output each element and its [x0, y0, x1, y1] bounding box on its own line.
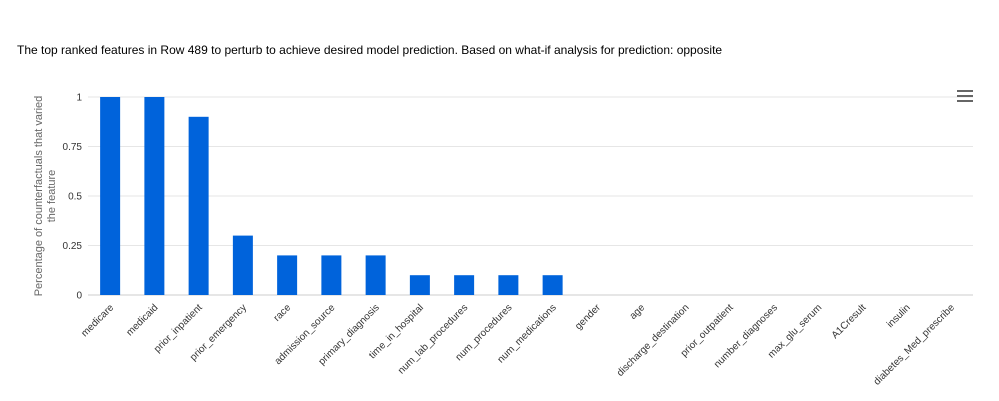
y-tick-label: 0.5 [68, 192, 82, 203]
x-tick-label-medicaid: medicaid [124, 302, 160, 338]
bar-num_lab_procedures[interactable] [454, 275, 475, 295]
x-tick-label-race: race [272, 302, 294, 324]
chart-title: The top ranked features in Row 489 to pe… [17, 43, 723, 57]
y-axis-label-line-2: the feature [46, 170, 58, 223]
y-axis-label-line-1: Percentage of counterfactuals that varie… [33, 96, 45, 297]
x-tick-label-medicare: medicare [79, 302, 116, 339]
y-tick-label: 0.25 [63, 241, 83, 252]
x-tick-label-A1Cresult: A1Cresult [830, 302, 869, 341]
y-tick-label: 0 [76, 291, 82, 302]
x-tick-label-gender: gender [573, 302, 603, 332]
x-tick-label-insulin: insulin [885, 302, 913, 330]
bar-medicaid[interactable] [144, 97, 165, 295]
bar-prior_emergency[interactable] [232, 235, 253, 295]
x-tick-label-diabetes_Med_prescribe: diabetes_Med_prescribe [872, 302, 958, 388]
bar-admission_source[interactable] [321, 255, 342, 295]
chart-menu-button[interactable] [957, 90, 973, 104]
bar-time_in_hospital[interactable] [409, 275, 430, 295]
hamburger-menu-icon [957, 90, 973, 92]
y-tick-label: 0.75 [63, 142, 83, 153]
y-tick-label: 1 [76, 93, 82, 104]
x-tick-label-discharge_destination: discharge_destination [615, 302, 692, 379]
bar-race[interactable] [277, 255, 298, 295]
x-tick-label-age: age [628, 302, 648, 322]
bar-medicare[interactable] [100, 97, 121, 295]
bar-prior_inpatient[interactable] [188, 116, 209, 295]
bar-num_medications[interactable] [542, 275, 563, 295]
bar-num_procedures[interactable] [498, 275, 519, 295]
bar-primary_diagnosis[interactable] [365, 255, 386, 295]
